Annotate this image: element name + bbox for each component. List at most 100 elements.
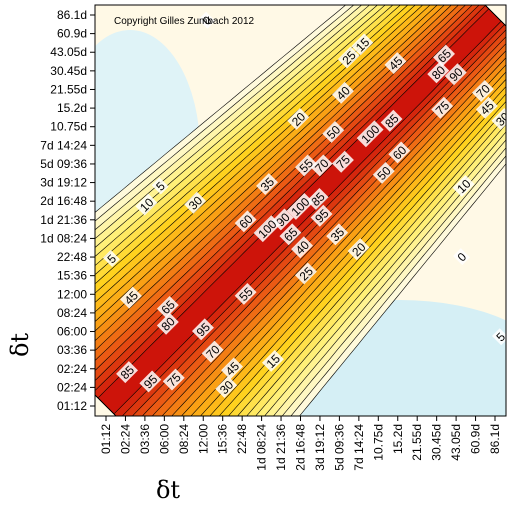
contour-label: 90: [444, 63, 467, 86]
x-axis-ticks: 01:12 02:24 03:36 06:00 08:24 12:00 15:36 22:48…: [99, 416, 502, 471]
x-tick-label: 3d 19:12: [313, 424, 327, 471]
contour-label: 15: [261, 349, 284, 372]
contour-label: 30: [184, 191, 207, 214]
contour-label: 25: [337, 46, 360, 69]
x-tick-label: 5d 09:36: [332, 424, 346, 471]
contour-label: 40: [331, 81, 354, 104]
contour-line-40: [95, 5, 506, 416]
contour-label: 70: [310, 154, 333, 177]
contour-label: 65: [156, 295, 179, 318]
x-tick-label: 2d 16:48: [294, 424, 308, 471]
contour-line-85: [95, 5, 506, 416]
contour-label: 95: [310, 204, 333, 227]
contour-label: 75: [331, 150, 354, 173]
y-tick-label: 21.55d: [50, 82, 87, 96]
contour-label: 60: [388, 141, 411, 164]
y-tick-label: 15.2d: [57, 101, 87, 115]
y-tick-label: 1d 21:36: [40, 213, 87, 227]
y-tick-label: 08:24: [57, 306, 87, 320]
y-tick-label: 06:00: [57, 325, 87, 339]
contour-label: 45: [475, 96, 498, 119]
contour-label: 70: [471, 79, 494, 102]
y-tick-label: 15:36: [57, 269, 87, 283]
contour-label: 50: [372, 161, 395, 184]
contour-line-75: [95, 5, 506, 416]
x-tick-label: 1d 21:36: [274, 424, 288, 471]
contour-line-30: [95, 5, 506, 416]
y-axis-label: δt: [6, 333, 34, 357]
contour-label: 95: [139, 370, 162, 393]
y-tick-label: 10.75d: [50, 120, 87, 134]
x-tick-label: 10.75d: [371, 424, 385, 461]
y-tick-label: 43.05d: [50, 45, 87, 59]
contour-label: 80: [427, 61, 450, 84]
contour-label: 80: [156, 312, 179, 335]
y-tick-label: 1d 08:24: [40, 231, 87, 245]
x-tick-label: 60.9d: [469, 424, 483, 454]
contour-line-35: [95, 5, 506, 416]
contour-label: 45: [384, 52, 407, 75]
y-tick-label: 01:12: [57, 399, 87, 413]
x-tick-label: 08:24: [177, 424, 191, 454]
contour-label: 45: [221, 357, 244, 380]
y-tick-label: 12:00: [57, 287, 87, 301]
contour-label: 10: [452, 174, 475, 197]
contour-label: 10: [135, 193, 158, 216]
y-tick-label: 5d 09:36: [40, 157, 87, 171]
contour-label: 85: [306, 187, 329, 210]
x-tick-label: 15:36: [216, 424, 230, 454]
contour-label: 75: [431, 96, 454, 119]
contour-label: 70: [201, 340, 224, 363]
y-tick-label: 02:24: [57, 380, 87, 394]
contour-line-25: [95, 5, 506, 416]
contour-label: 55: [294, 154, 317, 177]
contour-label: 75: [162, 368, 185, 391]
contour-line-65: [95, 5, 506, 416]
contour-line-10: [95, 5, 506, 416]
contour-label: 20: [287, 107, 310, 130]
contour-label: 60: [234, 210, 257, 233]
contour-label: 65: [433, 44, 456, 67]
copyright-text: Copyright Gilles Zumbach 2012: [114, 16, 255, 27]
x-tick-label: 06:00: [157, 424, 171, 454]
contour-label: 15: [351, 33, 374, 56]
contour-label: 30: [215, 376, 238, 399]
contour-label: 85: [380, 109, 403, 132]
contour-label: 20: [347, 238, 370, 261]
contour-line-100: [97, 8, 502, 415]
contour-label: 95: [191, 318, 214, 341]
contour-line-45: [95, 5, 506, 416]
contour-label: 35: [326, 223, 349, 246]
contour-label: 65: [279, 223, 302, 246]
contour-line-50: [95, 5, 506, 416]
contour-line-70: [95, 5, 506, 416]
y-tick-label: 60.9d: [57, 27, 87, 41]
y-axis-ticks: 01:12 02:24 02:24 03:36 06:00 08:24 12:00 15:36…: [40, 8, 95, 413]
y-tick-label: 30.45d: [50, 64, 87, 78]
x-tick-label: 12:00: [196, 424, 210, 454]
x-tick-label: 02:24: [118, 424, 132, 454]
x-axis-label: δt: [156, 476, 180, 504]
contour-line-55: [95, 5, 506, 416]
x-tick-label: 86.1d: [488, 424, 502, 454]
contour-label: 45: [119, 286, 142, 309]
contour-label: 50: [322, 120, 345, 143]
contour-label: 25: [294, 262, 317, 285]
x-tick-label: 30.45d: [430, 424, 444, 461]
contour-label: 0: [453, 248, 471, 266]
y-tick-label: 7d 14:24: [40, 138, 87, 152]
contour-line-60: [95, 5, 506, 416]
y-tick-label: 3d 19:12: [40, 176, 87, 190]
y-tick-label: 03:36: [57, 343, 87, 357]
contour-label: 85: [116, 361, 139, 384]
contour-line-80: [95, 5, 506, 416]
x-tick-label: 1d 08:24: [255, 424, 269, 471]
x-tick-label: 15.2d: [391, 424, 405, 454]
y-tick-label: 86.1d: [57, 8, 87, 22]
contour-label: 5: [102, 250, 120, 268]
